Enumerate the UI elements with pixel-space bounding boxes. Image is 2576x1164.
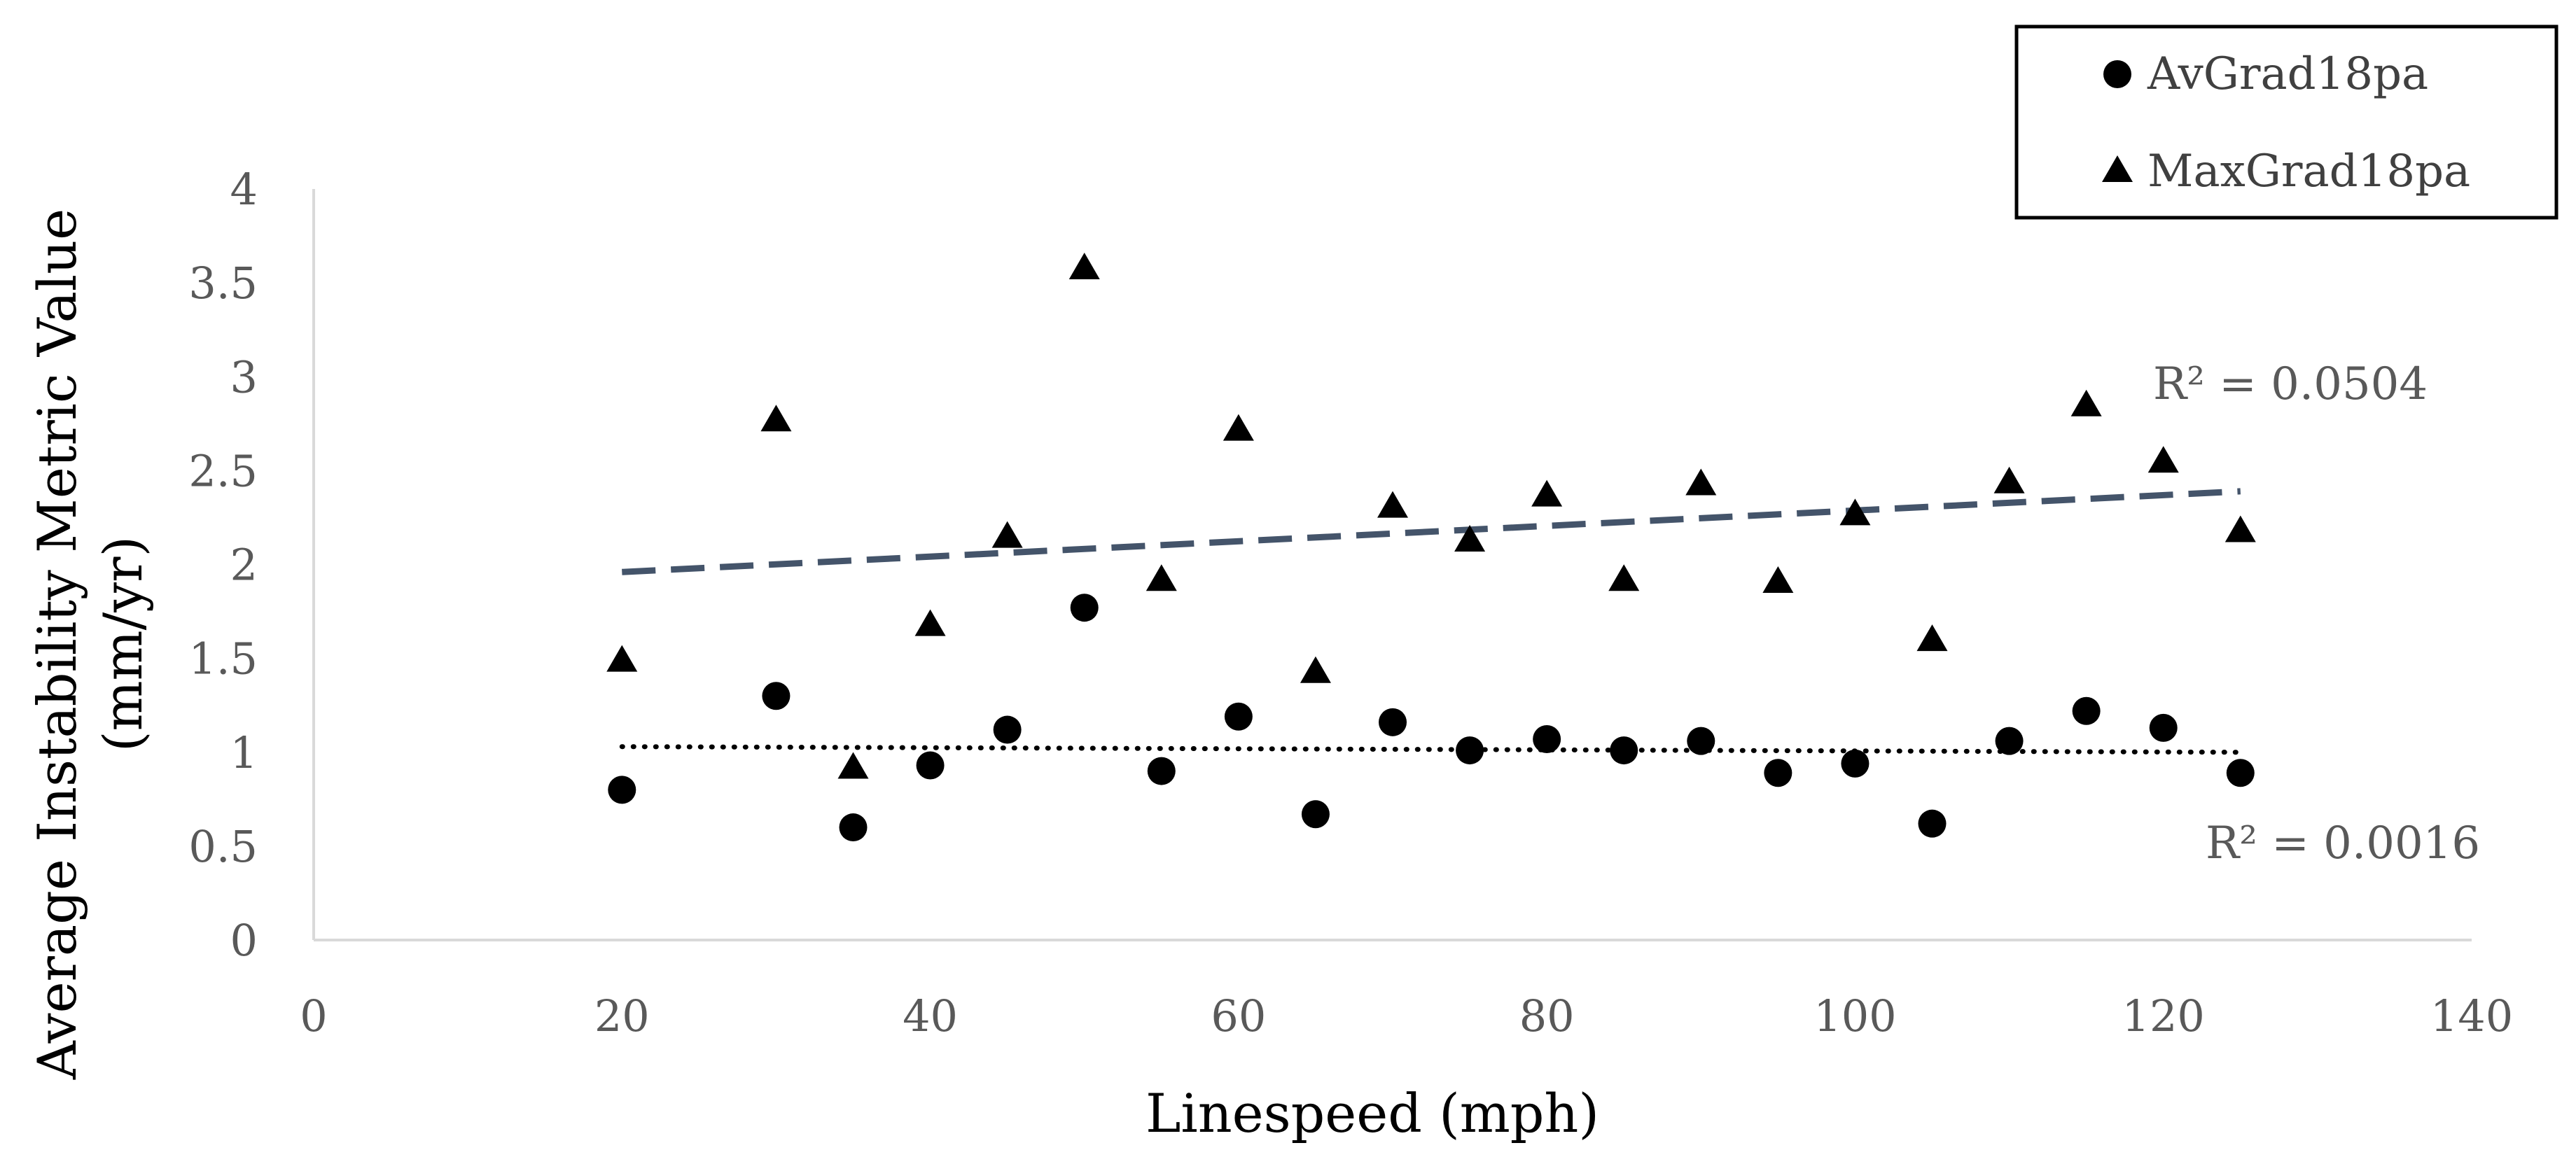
y-tick-label: 3 xyxy=(230,351,258,402)
point-maxgrad18pa xyxy=(1685,468,1717,496)
y-axis-title-line-2: (mm/yr) xyxy=(92,536,154,752)
point-maxgrad18pa xyxy=(1993,466,2025,493)
y-tick-label: 4 xyxy=(230,164,258,215)
point-avgrad18pa xyxy=(1533,724,1561,753)
point-avgrad18pa xyxy=(1301,800,1330,829)
trendline-maxgrad18pa xyxy=(622,488,2241,575)
point-maxgrad18pa xyxy=(1762,566,1794,593)
data-points xyxy=(606,252,2256,842)
point-avgrad18pa xyxy=(762,682,791,710)
point-avgrad18pa xyxy=(1995,727,2024,755)
axes xyxy=(312,189,2472,941)
y-tick-labels: 0 0.5 1 1.5 2 2.5 3 3.5 4 xyxy=(188,164,258,966)
y-tick-label: 1 xyxy=(230,727,258,778)
y-tick-label: 2.5 xyxy=(188,445,258,496)
x-tick-label: 80 xyxy=(1519,990,1575,1042)
point-avgrad18pa xyxy=(2149,713,2178,742)
x-tick-label: 120 xyxy=(2122,990,2205,1042)
legend-box xyxy=(2014,24,2558,220)
point-maxgrad18pa xyxy=(991,521,1023,548)
point-avgrad18pa xyxy=(1687,727,1715,755)
point-maxgrad18pa xyxy=(1223,414,1254,441)
point-maxgrad18pa xyxy=(1377,491,1408,518)
legend-triangle-marker xyxy=(2102,155,2133,182)
r2-label-maxgrad: R² = 0.0504 xyxy=(2153,358,2428,410)
point-avgrad18pa xyxy=(1070,594,1099,622)
point-avgrad18pa xyxy=(608,776,636,804)
point-avgrad18pa xyxy=(1147,757,1176,785)
point-avgrad18pa xyxy=(1610,736,1638,765)
point-avgrad18pa xyxy=(1224,702,1253,731)
x-tick-labels: 0 20 40 60 80 100 120 140 xyxy=(300,990,2513,1042)
point-maxgrad18pa xyxy=(914,609,946,636)
x-tick-label: 20 xyxy=(594,990,650,1042)
y-tick-label: 2 xyxy=(230,540,258,591)
point-maxgrad18pa xyxy=(1531,479,1563,507)
point-maxgrad18pa xyxy=(1300,656,1331,683)
point-maxgrad18pa xyxy=(2147,446,2179,473)
point-avgrad18pa xyxy=(2226,759,2255,787)
point-avgrad18pa xyxy=(1918,809,1947,838)
point-avgrad18pa xyxy=(1456,736,1484,765)
y-tick-label: 0.5 xyxy=(188,821,258,872)
y-tick-label: 0 xyxy=(230,915,258,966)
point-maxgrad18pa xyxy=(760,405,792,432)
legend-label-maxgrad: MaxGrad18pa xyxy=(2147,146,2470,197)
point-maxgrad18pa xyxy=(606,645,638,672)
x-axis-title: Linespeed (mph) xyxy=(1146,1082,1599,1144)
x-tick-label: 60 xyxy=(1211,990,1266,1042)
point-maxgrad18pa xyxy=(1068,252,1100,279)
point-maxgrad18pa xyxy=(837,752,869,779)
point-avgrad18pa xyxy=(1841,749,1870,778)
point-maxgrad18pa xyxy=(1916,624,1948,652)
point-maxgrad18pa xyxy=(2070,389,2102,416)
point-avgrad18pa xyxy=(916,751,945,780)
point-maxgrad18pa xyxy=(1839,498,1871,526)
y-axis-title: Average Instability Metric Value (mm/yr) xyxy=(26,209,154,1080)
trendlines xyxy=(619,488,2243,755)
legend: AvGrad18pa MaxGrad18pa xyxy=(2014,24,2558,220)
point-maxgrad18pa xyxy=(2225,515,2256,542)
point-avgrad18pa xyxy=(2072,696,2101,725)
r2-label-avgrad: R² = 0.0016 xyxy=(2206,818,2480,869)
point-avgrad18pa xyxy=(1379,708,1407,736)
y-tick-label: 1.5 xyxy=(188,633,258,685)
x-tick-label: 100 xyxy=(1813,990,1896,1042)
trendline-avgrad18pa xyxy=(619,744,2243,755)
x-tick-label: 0 xyxy=(300,990,327,1042)
point-avgrad18pa xyxy=(839,813,868,842)
point-maxgrad18pa xyxy=(1608,564,1640,591)
y-axis-title-line-1: Average Instability Metric Value xyxy=(26,209,88,1080)
legend-label-avgrad: AvGrad18pa xyxy=(2147,48,2428,100)
y-tick-label: 3.5 xyxy=(188,258,258,309)
point-avgrad18pa xyxy=(993,715,1022,744)
point-avgrad18pa xyxy=(1764,759,1792,787)
x-tick-label: 40 xyxy=(903,990,958,1042)
point-maxgrad18pa xyxy=(1146,564,1177,591)
legend-circle-marker xyxy=(2103,60,2131,88)
x-tick-label: 140 xyxy=(2430,990,2513,1042)
point-maxgrad18pa xyxy=(1454,524,1486,552)
